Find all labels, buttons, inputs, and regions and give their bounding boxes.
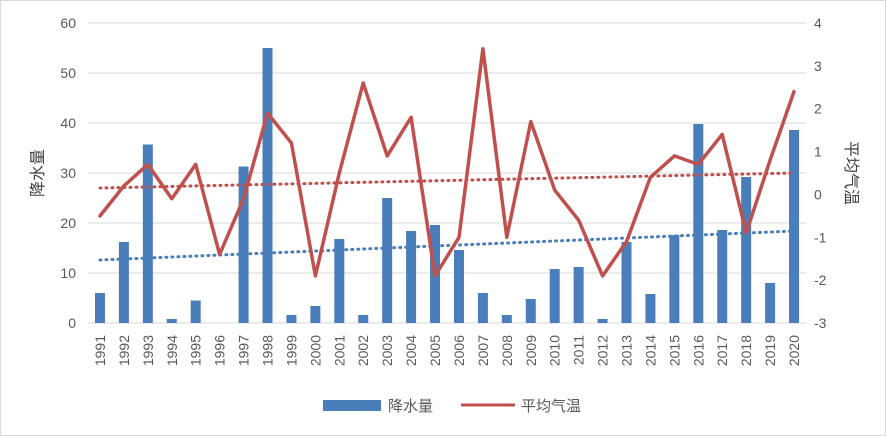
left-tick-label: 50 <box>60 65 76 81</box>
bar-2004 <box>406 231 417 323</box>
bar-2018 <box>741 177 752 323</box>
right-tick-label: 3 <box>814 58 822 74</box>
legend-swatch-bar <box>323 400 381 411</box>
bar-1991 <box>94 293 105 323</box>
bar-2006 <box>453 250 464 323</box>
bar-1994 <box>166 319 177 323</box>
bar-2010 <box>549 269 560 323</box>
x-tick-label: 2000 <box>307 335 323 366</box>
bar-2001 <box>334 239 345 323</box>
bar-2012 <box>597 319 608 323</box>
x-tick-label: 2020 <box>786 335 802 366</box>
x-tick-label: 1994 <box>164 335 180 366</box>
line-series <box>98 46 796 278</box>
right-tick-label: 1 <box>814 144 822 160</box>
left-tick-label: 30 <box>60 165 76 181</box>
x-tick-label: 1998 <box>260 335 276 366</box>
right-tick-label: 4 <box>814 15 822 31</box>
left-axis-title: 降水量 <box>28 149 47 197</box>
x-tick-label: 2017 <box>714 335 730 366</box>
legend-label-line: 平均气温 <box>521 397 581 415</box>
x-tick-label: 1997 <box>236 335 252 366</box>
bar-2011 <box>573 267 584 323</box>
x-tick-label: 2010 <box>547 335 563 366</box>
x-tick-label: 1995 <box>188 335 204 366</box>
bar-1992 <box>118 242 129 323</box>
left-tick-label: 0 <box>68 315 76 331</box>
x-tick-label: 2008 <box>499 335 515 366</box>
bar-2013 <box>621 242 632 323</box>
trendlines <box>98 171 796 262</box>
left-tick-label: 10 <box>60 265 76 281</box>
legend: 降水量 平均气温 <box>323 397 581 415</box>
trendline-temperature <box>98 171 796 190</box>
left-axis-ticks: 0 10 20 30 40 50 60 <box>60 15 76 331</box>
bar-2020 <box>789 130 800 323</box>
bar-1993 <box>142 144 153 323</box>
x-tick-label: 2003 <box>379 335 395 366</box>
x-axis-ticks: 1991 1992 1993 1994 1995 1996 1997 1998 1999 2000… <box>92 335 802 366</box>
x-tick-label: 2006 <box>451 335 467 366</box>
x-tick-label: 2018 <box>738 335 754 366</box>
bar-2002 <box>358 315 369 323</box>
gridlines <box>88 22 806 324</box>
x-tick-label: 2007 <box>475 335 491 366</box>
x-tick-label: 2011 <box>571 335 587 365</box>
bar-2009 <box>525 299 536 323</box>
x-tick-label: 2016 <box>690 335 706 366</box>
bar-1997 <box>238 166 249 323</box>
x-tick-label: 2009 <box>523 335 539 366</box>
bar-2019 <box>765 283 776 323</box>
right-tick-label: 0 <box>814 186 822 202</box>
right-tick-label: -3 <box>814 315 827 331</box>
x-tick-label: 1996 <box>212 335 228 366</box>
x-tick-label: 1991 <box>92 335 108 366</box>
bar-2016 <box>693 124 704 323</box>
left-tick-label: 60 <box>60 15 76 31</box>
left-tick-label: 40 <box>60 115 76 131</box>
right-axis-ticks: -3 -2 -1 0 1 2 3 4 <box>814 15 827 331</box>
bar-1995 <box>190 300 201 323</box>
x-tick-label: 2012 <box>595 335 611 366</box>
x-tick-label: 2004 <box>403 335 419 366</box>
bar-2000 <box>310 306 321 323</box>
temperature-line <box>98 46 796 278</box>
bar-1999 <box>286 315 297 323</box>
x-tick-label: 1992 <box>116 335 132 366</box>
trendline-precipitation <box>98 229 796 262</box>
bar-2003 <box>382 198 393 323</box>
bar-2008 <box>501 315 512 323</box>
right-tick-label: -2 <box>814 272 827 288</box>
bar-2015 <box>669 235 680 323</box>
x-tick-label: 2019 <box>762 335 778 366</box>
right-axis-title: 平均气温 <box>842 141 861 205</box>
right-tick-label: -1 <box>814 229 827 245</box>
x-tick-label: 1993 <box>140 335 156 366</box>
x-tick-label: 2002 <box>355 335 371 366</box>
x-tick-label: 2005 <box>427 335 443 366</box>
x-tick-label: 1999 <box>283 335 299 366</box>
bar-2014 <box>645 294 656 323</box>
legend-label-bar: 降水量 <box>388 397 433 415</box>
bar-2007 <box>477 293 488 323</box>
x-tick-label: 2015 <box>666 335 682 366</box>
bar-2017 <box>717 230 728 323</box>
x-tick-label: 2014 <box>642 335 658 366</box>
x-tick-label: 2001 <box>331 335 347 366</box>
left-tick-label: 20 <box>60 215 76 231</box>
right-tick-label: 2 <box>814 101 822 117</box>
x-tick-label: 2013 <box>619 335 635 366</box>
